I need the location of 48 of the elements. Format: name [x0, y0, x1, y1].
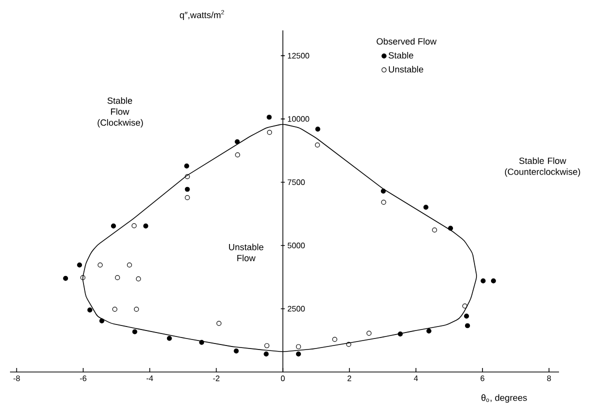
point [264, 343, 270, 348]
point [114, 275, 120, 280]
point [77, 262, 82, 268]
point [136, 276, 141, 282]
point [296, 344, 301, 350]
point [490, 278, 496, 284]
point [332, 336, 338, 342]
point [110, 224, 116, 228]
point [462, 303, 468, 308]
point [87, 308, 92, 312]
point [432, 228, 438, 233]
legend-label: Stable [388, 52, 414, 59]
point [465, 323, 470, 328]
point [184, 164, 190, 169]
point [112, 306, 118, 312]
point [184, 195, 190, 200]
point [126, 262, 132, 268]
point [63, 276, 68, 281]
point [143, 224, 148, 228]
point [296, 352, 301, 357]
legend-label: Unstable [388, 66, 424, 73]
point [480, 278, 486, 284]
point [132, 223, 137, 228]
legend-title: Observed Flow [376, 38, 437, 45]
point [266, 114, 272, 120]
point [134, 306, 139, 312]
point [99, 318, 104, 324]
annotation: Stable Flow (Clockwise) [98, 97, 143, 128]
point [166, 336, 172, 341]
point [132, 329, 138, 334]
point [184, 186, 190, 192]
annotation: Unstable Flow [229, 244, 264, 262]
point [235, 152, 240, 158]
point [267, 130, 272, 135]
point [423, 204, 428, 210]
annotation: Stable Flow (Counterclockwise) [504, 157, 580, 177]
point [98, 262, 103, 268]
point [264, 352, 269, 357]
point [315, 126, 320, 132]
point [366, 330, 372, 336]
point [381, 200, 386, 205]
x-axis-title: θ$_{o}$, degrees [481, 394, 527, 403]
point [464, 314, 469, 319]
point [426, 328, 432, 334]
point [314, 142, 320, 148]
point [216, 320, 222, 326]
y-axis-title: q″,watts/m$^{2}$ [180, 10, 224, 20]
point [234, 348, 239, 354]
